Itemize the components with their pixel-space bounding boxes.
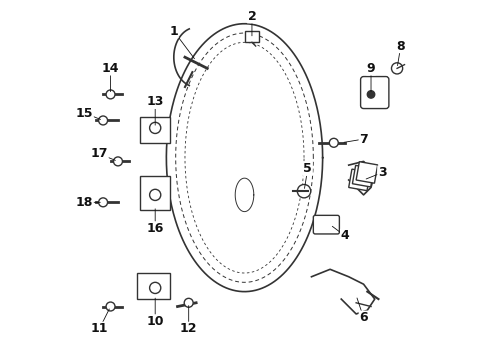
Circle shape xyxy=(113,157,122,166)
Circle shape xyxy=(106,302,115,311)
Circle shape xyxy=(184,298,193,307)
Circle shape xyxy=(366,91,374,98)
Circle shape xyxy=(297,184,310,198)
Text: 5: 5 xyxy=(303,162,311,175)
Bar xyxy=(136,273,170,299)
Text: 7: 7 xyxy=(359,132,367,145)
Bar xyxy=(244,31,259,42)
Circle shape xyxy=(391,63,402,74)
Text: 9: 9 xyxy=(366,62,375,75)
Circle shape xyxy=(149,282,161,293)
Text: 3: 3 xyxy=(377,166,386,179)
Circle shape xyxy=(106,90,115,99)
Circle shape xyxy=(99,116,107,125)
Text: 16: 16 xyxy=(146,222,163,235)
Bar xyxy=(140,176,170,210)
FancyBboxPatch shape xyxy=(313,215,339,234)
Circle shape xyxy=(149,189,161,201)
Bar xyxy=(348,169,369,191)
Text: 2: 2 xyxy=(247,10,256,23)
Bar xyxy=(140,117,170,143)
Text: 15: 15 xyxy=(76,107,93,120)
FancyBboxPatch shape xyxy=(360,77,388,109)
Circle shape xyxy=(328,138,338,147)
Text: 8: 8 xyxy=(396,40,404,53)
Bar xyxy=(352,165,373,187)
Text: 17: 17 xyxy=(90,148,108,161)
Text: 18: 18 xyxy=(76,196,93,209)
Text: 13: 13 xyxy=(146,95,163,108)
Text: 11: 11 xyxy=(90,322,108,336)
Text: 12: 12 xyxy=(180,322,197,336)
Text: 1: 1 xyxy=(169,24,178,38)
Text: 4: 4 xyxy=(340,229,348,242)
Bar xyxy=(355,162,377,183)
Circle shape xyxy=(149,122,161,134)
Text: 6: 6 xyxy=(359,311,367,324)
Text: 10: 10 xyxy=(146,315,163,328)
Circle shape xyxy=(99,198,107,207)
Text: 14: 14 xyxy=(102,62,119,75)
